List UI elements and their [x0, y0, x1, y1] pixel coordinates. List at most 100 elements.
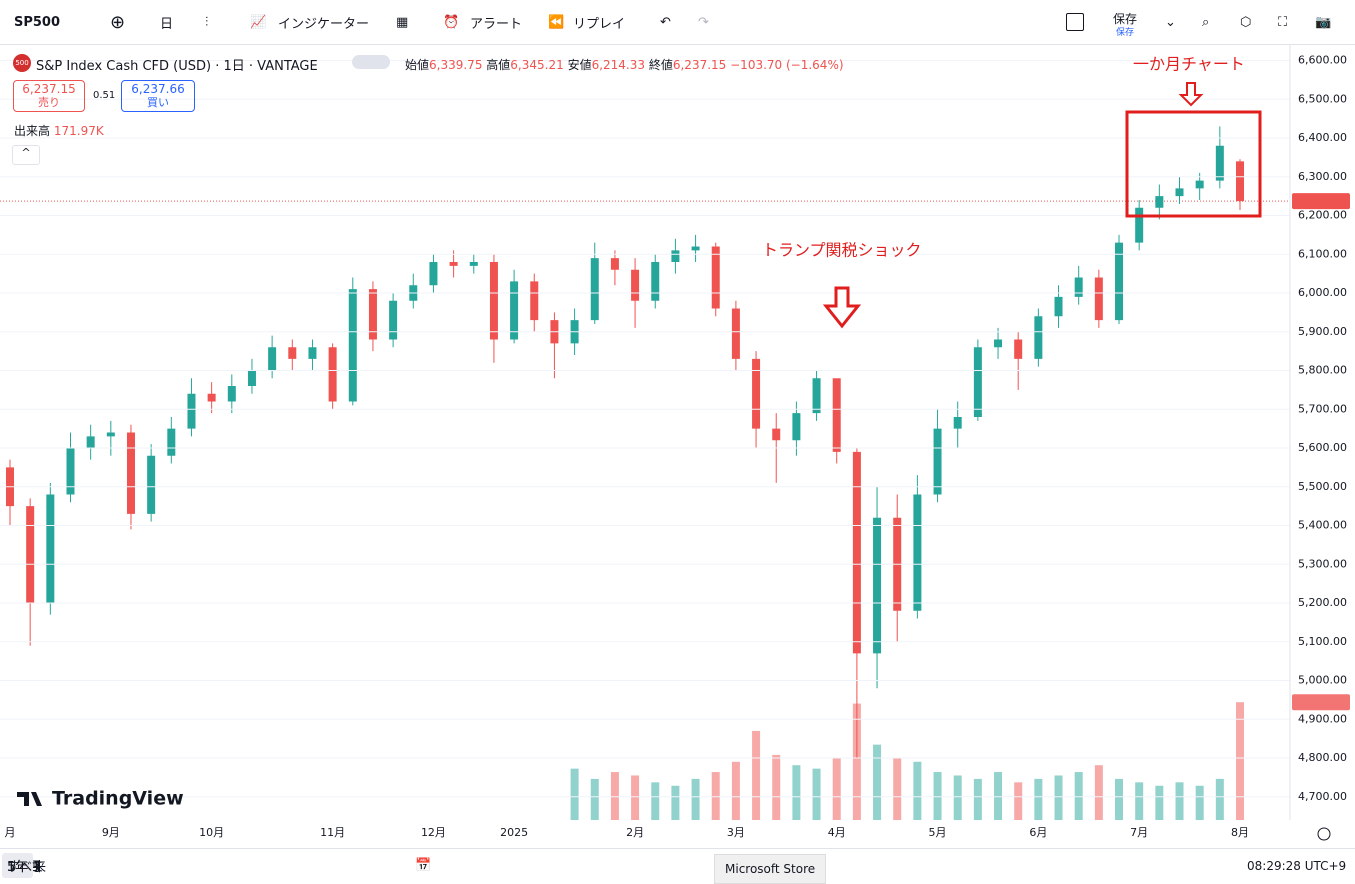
- x-tick-label: 6月: [1029, 826, 1047, 839]
- x-tick-label: 5月: [929, 826, 947, 839]
- y-tick-label: 4,800.00: [1298, 751, 1347, 764]
- indicator-icon[interactable]: 📈: [250, 14, 267, 30]
- volume-bar: [691, 778, 700, 820]
- volume-bar: [893, 758, 902, 820]
- collapse[interactable]: ^: [12, 145, 40, 165]
- toolbar: SP500 ⊕ 日 ⫶ 📈 インジケーター ▦ ⏰ アラート ⏪ リプレイ ↶ …: [0, 0, 1355, 45]
- volume-bar: [1195, 785, 1204, 820]
- chart-type-icon[interactable]: ⫶: [205, 14, 209, 30]
- snapshot-icon[interactable]: 📷: [1315, 14, 1332, 30]
- volume-bar: [792, 765, 801, 820]
- y-tick-label: 6,100.00: [1298, 247, 1347, 260]
- y-tick-label: 5,300.00: [1298, 557, 1347, 570]
- y-tick-label: 5,100.00: [1298, 635, 1347, 648]
- redo[interactable]: ↷: [698, 14, 709, 30]
- bottom-bar: 1日5日1ヶ月3ヶ月6ヶ月年初来1年5年すべて 📅 Microsoft Stor…: [0, 848, 1355, 884]
- volume-bar: [994, 772, 1003, 820]
- x-tick-label: 2月: [626, 826, 644, 839]
- volume-bar: [671, 785, 680, 820]
- volume-bar: [1236, 702, 1244, 820]
- undo[interactable]: ↶: [660, 14, 671, 30]
- logo: TradingView: [52, 788, 184, 810]
- x-tick-label: 9月: [102, 826, 120, 839]
- layout-button[interactable]: [1066, 13, 1084, 31]
- volume-bar: [1014, 782, 1023, 820]
- volume-bar: [1115, 778, 1124, 820]
- replay[interactable]: リプレイ: [573, 16, 626, 32]
- fullscreen-icon[interactable]: ⛶: [1278, 14, 1288, 30]
- volume-bar: [651, 782, 660, 820]
- ohlc-label: 始値: [405, 58, 430, 72]
- volume-bar: [610, 772, 619, 820]
- y-tick-label: 6,300.00: [1298, 170, 1347, 183]
- arrow: [1178, 82, 1204, 107]
- ohlc-label: 終値: [648, 58, 673, 72]
- taskbar-tooltip: Microsoft Store: [714, 854, 827, 884]
- volume-bar: [1135, 782, 1144, 820]
- range-button[interactable]: すべて: [7, 860, 45, 875]
- indicators[interactable]: インジケーター: [278, 16, 370, 32]
- volume-bar: [1074, 772, 1083, 820]
- x-tick-label: 2025: [500, 826, 528, 839]
- toggle[interactable]: [352, 55, 390, 69]
- ohlc: 始値6,339.75 高値6,345.21 安値6,214.33 終値6,237…: [405, 56, 844, 73]
- volume-bar: [590, 778, 599, 820]
- alert-icon[interactable]: ⏰: [443, 14, 460, 30]
- x-tick-label: 10月: [199, 826, 224, 839]
- replay-icon[interactable]: ⏪: [548, 14, 565, 30]
- spread: 0.51: [93, 90, 116, 101]
- y-tick-label: 5,600.00: [1298, 441, 1347, 454]
- y-tick-label: 6,500.00: [1298, 92, 1347, 105]
- y-tick-label: 6,400.00: [1298, 131, 1347, 144]
- volume-bar: [1155, 785, 1164, 820]
- volume-bar: [711, 772, 720, 820]
- legend-title: S&P Index Cash CFD (USD) · 1日 · VANTAGE: [36, 59, 318, 74]
- annotation: 一か月チャート: [1133, 55, 1245, 74]
- search-icon[interactable]: ⌕: [1202, 14, 1210, 30]
- settings-icon[interactable]: ⬡: [1240, 14, 1252, 30]
- sell-price: 6,237.15: [22, 82, 76, 96]
- y-tick-label: 5,400.00: [1298, 519, 1347, 532]
- volume-bar: [752, 730, 761, 820]
- date-range-icon[interactable]: 📅: [415, 858, 432, 873]
- buy-button[interactable]: 6,237.66 買い: [121, 80, 195, 112]
- x-tick-label: 12月: [421, 826, 446, 839]
- volume-bar: [812, 768, 821, 820]
- y-tick-label: 6,600.00: [1298, 54, 1347, 67]
- y-tick-label: 4,700.00: [1298, 790, 1347, 803]
- layout-icon[interactable]: ▦: [396, 14, 409, 30]
- range-button[interactable]: 5年: [7, 860, 29, 875]
- sell-label: 売り: [38, 96, 60, 109]
- dropdown[interactable]: ⌄: [1165, 14, 1176, 30]
- y-tick-label: 4,900.00: [1298, 712, 1347, 725]
- add-icon[interactable]: ⊕: [110, 11, 126, 33]
- x-tick-label: 4月: [828, 826, 846, 839]
- symbol[interactable]: SP500: [14, 14, 61, 30]
- volume-bar: [1175, 782, 1184, 820]
- range-button[interactable]: 1年: [2, 853, 34, 878]
- clock: 08:29:28 UTC+9: [1247, 858, 1347, 873]
- ohlc-value: 6,345.21: [510, 58, 564, 72]
- ohlc-value: 6,339.75: [429, 58, 483, 72]
- interval[interactable]: 日: [160, 16, 174, 32]
- x-tick-label: 月: [5, 826, 16, 839]
- alerts[interactable]: アラート: [470, 16, 523, 32]
- y-tick-label: 5,500.00: [1298, 480, 1347, 493]
- volume-bar: [1054, 775, 1063, 820]
- save-sub: 保存: [1116, 28, 1135, 38]
- save[interactable]: 保存: [1113, 12, 1138, 26]
- volume-bar: [913, 761, 922, 820]
- ohlc-value: 6,237.15: [672, 58, 727, 72]
- volume-bar: [772, 754, 781, 820]
- x-tick-label: 3月: [727, 826, 745, 839]
- x-tick-label: 7月: [1130, 826, 1148, 839]
- y-tick-label: 5,000.00: [1298, 674, 1347, 687]
- sell-button[interactable]: 6,237.15 売り: [13, 80, 85, 112]
- buy-price: 6,237.66: [131, 82, 185, 96]
- x-tick-label: 8月: [1231, 826, 1249, 839]
- buy-label: 買い: [147, 96, 169, 109]
- annotation: トランプ関税ショック: [762, 241, 922, 260]
- symbol-badge: 500: [13, 54, 31, 72]
- volume-legend: 出来高 171.97K: [14, 122, 104, 139]
